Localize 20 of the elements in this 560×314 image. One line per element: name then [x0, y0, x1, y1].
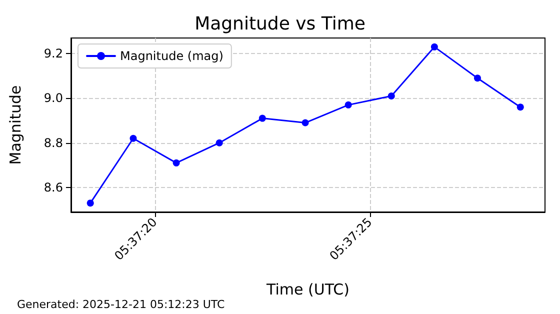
- point: [258, 114, 266, 122]
- x-axis-title: Time (UTC): [266, 280, 350, 298]
- point: [430, 43, 438, 50]
- point: [172, 159, 180, 166]
- y-axis-title: Magnitude: [6, 85, 24, 165]
- point: [474, 74, 481, 82]
- point: [216, 139, 223, 146]
- y-tick-label: 9.2: [44, 46, 63, 61]
- y-tick-label: 8.6: [44, 180, 63, 194]
- legend-label: Magnitude (mag): [120, 49, 224, 63]
- point: [302, 119, 309, 126]
- text: Generated: 2025-12-21 05:12:23 UTC: [17, 298, 226, 311]
- point: [388, 92, 395, 100]
- point: [86, 200, 94, 207]
- point: [344, 101, 352, 108]
- chart-title: Magnitude vs Time: [194, 14, 366, 34]
- point: [130, 134, 137, 142]
- y-tick-label: 8.8: [44, 136, 63, 150]
- y-tick-label: 9.0: [44, 91, 63, 106]
- point: [516, 104, 524, 111]
